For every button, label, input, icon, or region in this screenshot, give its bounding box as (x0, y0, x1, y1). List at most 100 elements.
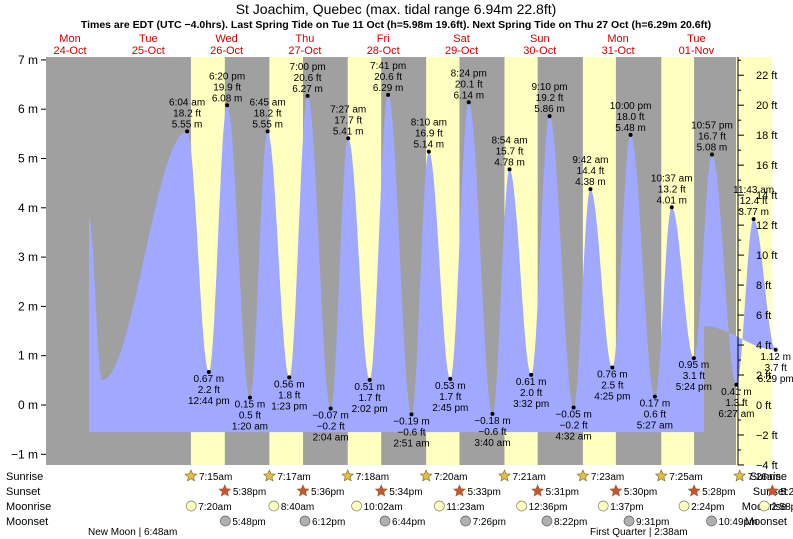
tide-time-label: 4:25 pm (594, 392, 630, 403)
sunset-time: 5:28pm (702, 487, 735, 498)
right-tick-label: 12 ft (756, 220, 777, 232)
tide-height-m-label: 0.56 m (274, 379, 305, 390)
tide-height-m-label: −0.18 m (474, 416, 510, 427)
tide-point (734, 382, 739, 387)
left-tick-label: 6 m (18, 102, 38, 116)
daylight-band-edge (736, 57, 738, 465)
row-label-left: Moonset (6, 516, 48, 528)
tide-point (588, 187, 593, 192)
tide-time-label: 6:27 am (718, 409, 754, 420)
tide-height-m-label: 0.41 m (721, 387, 752, 398)
sunset-time: 5:30pm (624, 487, 657, 498)
right-tick-label: 0 ft (756, 400, 771, 412)
tide-area (89, 94, 776, 433)
tide-point (669, 205, 674, 210)
day-of-week-label: Tue (139, 33, 158, 45)
moonrise-time: 12:36pm (529, 502, 568, 513)
sunrise-icon (733, 469, 747, 482)
tide-height-m-label: 6.08 m (212, 93, 243, 104)
day-of-week-label: Sun (530, 33, 550, 45)
moonrise-time: 10:02am (364, 502, 403, 513)
tide-time-label: 2:02 pm (352, 404, 388, 415)
tide-height-m-label: 5.41 m (333, 126, 364, 137)
sunset-time: 5:36pm (311, 487, 344, 498)
day-of-week-label: Sat (453, 33, 470, 45)
tide-height-ft-label: −0.6 ft (478, 427, 506, 438)
tide-height-ft-label: 12.4 ft (740, 196, 768, 207)
moonrise-icon (268, 500, 280, 512)
tide-point (571, 405, 576, 410)
tide-height-ft-label: −0.6 ft (397, 427, 425, 438)
tide-height-ft-label: 19.2 ft (536, 93, 564, 104)
tide-time-label: 12:44 pm (188, 396, 230, 407)
tide-point (247, 395, 252, 400)
chart-subtitle: Times are EDT (UTC −4.0hrs). Last Spring… (81, 19, 711, 31)
sunrise-icon (262, 469, 276, 482)
tide-height-m-label: −0.05 m (555, 409, 591, 420)
sunrise-icon (419, 469, 433, 482)
tide-point (305, 93, 310, 98)
tide-height-ft-label: 13.2 ft (658, 184, 686, 195)
tide-time-label: 8:10 am (411, 118, 447, 129)
right-tick-label: −2 ft (756, 430, 778, 442)
tide-height-ft-label: 1.7 ft (439, 392, 461, 403)
tide-point (628, 132, 633, 137)
tide-time-label: 9:10 pm (531, 82, 567, 93)
moonrise-time: 2:58pm (771, 502, 793, 513)
tide-time-label: 9:42 am (572, 155, 608, 166)
tide-point (265, 129, 270, 134)
moonrise-icon (597, 500, 609, 512)
tide-point (426, 149, 431, 154)
day-date-label: 01-Nov (679, 45, 715, 57)
left-tick-label: −1 m (11, 447, 38, 461)
right-tick-label: 22 ft (756, 70, 777, 82)
sunset-icon (687, 484, 701, 497)
tide-height-ft-label: 1.3 ft (725, 398, 747, 409)
tide-height-m-label: 4.38 m (575, 177, 606, 188)
day-of-week-label: Tue (687, 33, 706, 45)
tide-point (206, 369, 211, 374)
right-tick-label: 4 ft (756, 340, 771, 352)
tide-point (507, 167, 512, 172)
tide-height-ft-label: 20.6 ft (374, 72, 402, 83)
tide-height-m-label: 5.55 m (252, 119, 283, 130)
moonrise-time: 2:24pm (691, 502, 724, 513)
left-tick-label: 0 m (18, 398, 38, 412)
axes: 7 m 6 m 5 m 4 m 3 m 2 m 1 m 0 m −1 m 22 ft 20 ft 18… (11, 33, 778, 472)
tide-height-ft-label: 3.1 ft (683, 371, 705, 382)
sunset-time: 5:31pm (546, 487, 579, 498)
tide-time-label: 2:45 pm (432, 403, 468, 414)
tide-height-m-label: 0.17 m (640, 399, 671, 410)
tide-height-m-label: 4.01 m (656, 195, 687, 206)
tide-point (490, 411, 495, 416)
right-tick-label: 18 ft (756, 130, 777, 142)
left-tick-label: 1 m (18, 349, 38, 363)
moonset-time: 5:48pm (232, 517, 265, 528)
tide-point (225, 103, 230, 108)
day-date-label: 27-Oct (288, 45, 321, 57)
tide-point (709, 152, 714, 157)
tide-point (386, 92, 391, 97)
tide-point (185, 129, 190, 134)
tide-height-m-label: 6.14 m (453, 90, 484, 101)
sunset-icon (453, 484, 466, 497)
tide-height-ft-label: 17.7 ft (334, 115, 362, 126)
tide-height-ft-label: 18.2 ft (254, 108, 282, 119)
sunrise-time: 7:21am (512, 472, 545, 483)
tide-point (287, 375, 292, 380)
moonset-time: 9:31pm (636, 517, 669, 528)
row-label-left: Sunset (6, 486, 40, 498)
day-date-label: 29-Oct (445, 45, 478, 57)
tide-time-label: 1:20 am (232, 422, 268, 433)
tide-height-ft-label: 14.4 ft (577, 166, 605, 177)
sunrise-icon (341, 469, 355, 482)
left-tick-label: 4 m (18, 201, 38, 215)
moonrise-icon (433, 500, 445, 512)
tide-time-label: 6:20 pm (209, 71, 245, 82)
tide-time-label: 10:57 pm (691, 121, 733, 132)
sunrise-time: 7:23am (591, 472, 624, 483)
tide-point (610, 365, 615, 370)
tide-height-ft-label: 1.7 ft (359, 393, 381, 404)
tide-height-ft-label: 2.5 ft (601, 381, 623, 392)
moonrise-icon (758, 500, 770, 512)
